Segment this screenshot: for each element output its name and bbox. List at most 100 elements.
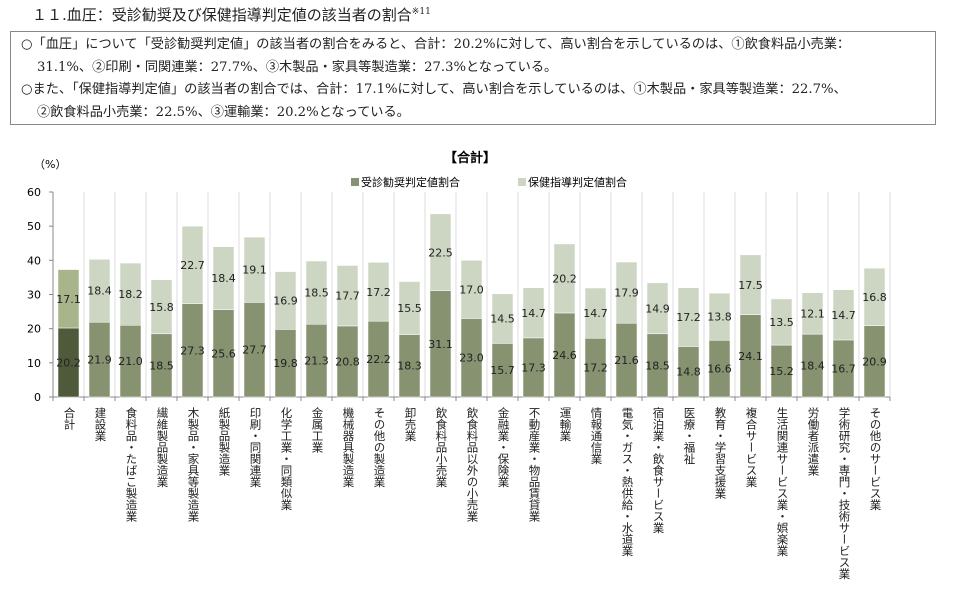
- data-label: 31.1: [428, 338, 453, 351]
- data-label: 17.2: [366, 286, 391, 299]
- y-tick-label: 10: [27, 357, 41, 370]
- y-tick-label: 40: [27, 254, 41, 267]
- data-label: 27.3: [180, 344, 205, 357]
- data-label: 16.9: [273, 294, 298, 307]
- data-label: 14.8: [676, 366, 701, 379]
- data-label: 27.7: [242, 344, 267, 357]
- data-label: 15.2: [769, 365, 794, 378]
- x-tick-label: 労働者派遣業: [806, 407, 821, 476]
- bar-segment: [708, 292, 731, 341]
- x-tick-label: 不動産業・物品賃貸業: [527, 407, 542, 522]
- data-label: 15.5: [397, 302, 422, 315]
- data-label: 17.2: [676, 311, 701, 324]
- data-label: 14.7: [831, 309, 856, 322]
- data-label: 15.8: [149, 301, 174, 314]
- data-label: 17.1: [56, 293, 81, 306]
- data-label: 16.7: [831, 362, 856, 375]
- data-label: 18.2: [118, 288, 143, 301]
- x-tick-label: 電気・ガス・熱供給・水道業: [620, 407, 635, 557]
- data-label: 20.2: [56, 356, 81, 369]
- x-tick-label: 木製品・家具等製造業: [186, 407, 201, 522]
- y-tick-label: 50: [27, 220, 41, 233]
- data-label: 18.4: [211, 272, 236, 285]
- data-label: 13.8: [707, 311, 732, 324]
- x-tick-label: 複合サービス業: [744, 407, 759, 488]
- heading-note: ※11: [411, 7, 431, 17]
- data-label: 18.5: [149, 359, 174, 372]
- bar-segment: [429, 213, 452, 291]
- x-tick-label: 教育・学習支援業: [713, 407, 728, 499]
- x-tick-label: 運輸業: [558, 407, 573, 442]
- section-heading: １１.血圧：受診勧奨及び保健指導判定値の該当者の割合※11: [32, 4, 431, 25]
- data-label: 18.5: [645, 359, 670, 372]
- data-label: 14.5: [490, 313, 515, 326]
- x-tick-label: 金融業・保険業: [496, 407, 511, 488]
- bar-segment: [770, 298, 793, 346]
- data-label: 22.7: [180, 259, 205, 272]
- data-label: 17.3: [521, 361, 546, 374]
- data-label: 24.1: [738, 350, 763, 363]
- data-label: 17.0: [459, 283, 484, 296]
- data-label: 17.9: [614, 287, 639, 300]
- data-label: 20.9: [862, 355, 887, 368]
- y-tick-label: 20: [27, 323, 41, 336]
- bar-segment: [863, 267, 886, 326]
- bar-segment: [119, 262, 142, 326]
- x-tick-label: 機械器具製造業: [341, 407, 356, 488]
- bar-segment: [212, 246, 235, 310]
- summary-line: 31.1%、②印刷・同関連業：27.7%、③木製品・家具等製造業：27.3%とな…: [37, 59, 558, 75]
- summary-box: ○「血圧」について「受診勧奨判定値」の該当者の割合をみると、合計：20.2%に対…: [10, 31, 936, 125]
- data-label: 17.2: [583, 362, 608, 375]
- y-tick-label: 60: [27, 186, 41, 199]
- data-label: 14.7: [521, 307, 546, 320]
- data-label: 17.5: [738, 279, 763, 292]
- data-label: 16.6: [707, 363, 732, 376]
- x-tick-label: 飲食料品小売業: [434, 407, 449, 488]
- bar-segment: [460, 260, 483, 319]
- bar-segment: [832, 289, 855, 341]
- bar-segment: [522, 287, 545, 339]
- bar-segment: [739, 254, 762, 315]
- x-tick-label: 金属工業: [310, 407, 325, 453]
- data-label: 19.1: [242, 264, 267, 277]
- data-label: 18.3: [397, 360, 422, 373]
- bar-segment: [801, 292, 824, 335]
- bar-segment: [305, 260, 328, 325]
- summary-line: ○また、「保健指導判定値」の該当者の割合では、合計：17.1%に対して、高い割合…: [21, 82, 847, 97]
- x-tick-label: 学術研究・専門・技術サービス業: [837, 407, 852, 580]
- data-label: 24.6: [552, 349, 577, 362]
- data-label: 13.5: [769, 316, 794, 329]
- bar-segment: [181, 225, 204, 304]
- y-tick-label: 0: [34, 391, 41, 404]
- y-axis-label: （%）: [34, 158, 66, 171]
- data-label: 17.7: [335, 290, 360, 303]
- data-label: 15.7: [490, 364, 515, 377]
- bar-segment: [274, 271, 297, 330]
- data-label: 22.2: [366, 353, 391, 366]
- x-tick-label: 医療・福祉: [682, 407, 697, 465]
- x-tick-label: 宿泊業・飲食サービス業: [651, 407, 666, 534]
- data-label: 21.9: [87, 354, 112, 367]
- summary-line: ○「血圧」について「受診勧奨判定値」の該当者の割合をみると、合計：20.2%に対…: [21, 37, 851, 52]
- data-label: 21.0: [118, 355, 143, 368]
- x-tick-label: 建設業: [93, 407, 108, 442]
- data-label: 25.6: [211, 347, 236, 360]
- data-label: 21.3: [304, 355, 329, 368]
- data-label: 19.8: [273, 357, 298, 370]
- data-label: 20.2: [552, 272, 577, 285]
- x-tick-label: 卸売業: [403, 407, 418, 442]
- x-tick-label: その他の製造業: [372, 407, 387, 488]
- legend-swatch: [351, 178, 359, 186]
- x-tick-label: 繊維製品製造業: [155, 407, 170, 488]
- legend-swatch: [518, 178, 526, 186]
- data-label: 18.5: [304, 287, 329, 300]
- bar-segment: [398, 281, 421, 335]
- heading-number: １１.: [32, 6, 67, 24]
- data-label: 14.7: [583, 307, 608, 320]
- x-tick-label: 情報通信業: [589, 407, 604, 465]
- bar-segment: [677, 287, 700, 347]
- bar-segment: [491, 293, 514, 344]
- data-label: 23.0: [459, 352, 484, 365]
- x-tick-label: 食料品・たばこ製造業: [124, 407, 139, 522]
- legend-label: 受診勧奨判定値割合: [361, 175, 460, 189]
